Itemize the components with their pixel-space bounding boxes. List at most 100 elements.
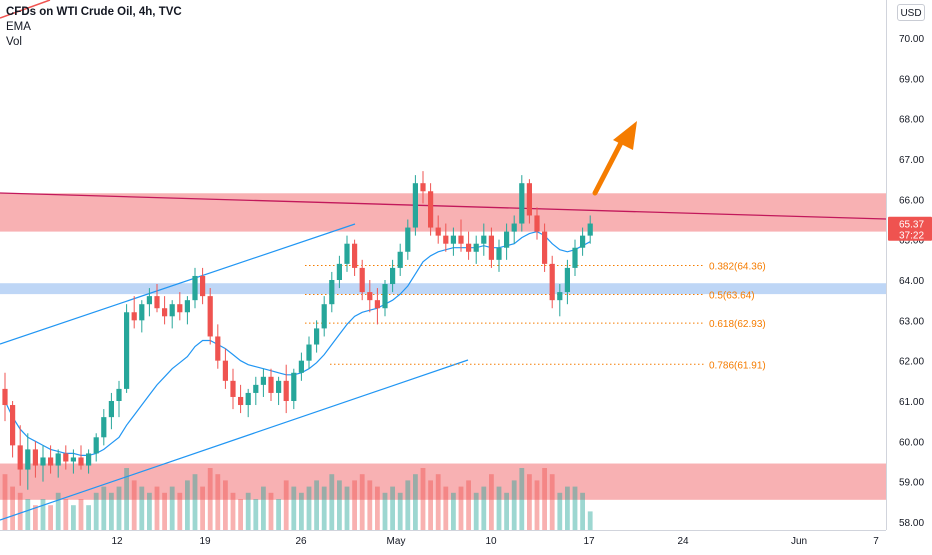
y-tick-label: 69.00 — [899, 74, 924, 85]
candle-body — [192, 275, 198, 301]
fib-layer: 0.382(64.36) 0.5(63.64) 0.618(62.93) 0.786(… — [305, 261, 766, 371]
candle — [139, 300, 145, 333]
zone-resistance[interactable] — [0, 193, 886, 232]
candle-body — [557, 292, 563, 301]
candle — [390, 259, 396, 293]
candle-body — [504, 231, 510, 248]
volume-bar — [565, 486, 570, 530]
volume-bar — [71, 505, 76, 530]
volume-bar — [230, 492, 236, 530]
volume-bar — [162, 492, 167, 530]
volume-bar — [329, 474, 335, 530]
candle — [321, 296, 327, 337]
volume-bar — [451, 492, 456, 530]
candle-body — [374, 300, 380, 309]
candle — [336, 255, 342, 289]
volume-bar — [55, 492, 61, 530]
volume-layer — [2, 468, 593, 530]
volume-bar — [314, 480, 319, 530]
volume-bar — [549, 474, 555, 530]
candle — [32, 441, 38, 478]
volume-bar — [466, 480, 471, 530]
volume-bar — [40, 499, 46, 530]
symbol-title[interactable]: CFDs on WTI Crude Oil, 4h, TVC — [6, 6, 182, 18]
volume-bar — [169, 486, 175, 530]
candle-body — [238, 396, 244, 406]
candle — [154, 284, 160, 313]
zone-support[interactable] — [0, 283, 886, 295]
volume-bar — [139, 486, 145, 530]
volume-bar — [177, 492, 183, 530]
candle — [557, 284, 563, 317]
y-tick-label: 63.00 — [899, 316, 924, 327]
indicator-ema-label[interactable]: EMA — [6, 21, 31, 33]
candle-body — [215, 336, 221, 361]
candle-body — [344, 243, 350, 264]
candle-body — [116, 388, 122, 401]
target-arrow-head[interactable] — [613, 121, 637, 150]
candle-body — [336, 263, 342, 280]
candle — [17, 425, 23, 486]
volume-bar — [299, 492, 304, 530]
x-tick-label: Jun — [791, 536, 807, 547]
candle — [504, 223, 510, 260]
fib-level-label: 0.382(64.36) — [709, 261, 766, 272]
candle — [428, 183, 434, 236]
volume-bar — [131, 480, 137, 530]
volume-bar — [192, 474, 198, 530]
candle-body — [580, 235, 586, 248]
y-tick-label: 67.00 — [899, 155, 924, 166]
candle — [93, 433, 99, 462]
candle — [146, 288, 152, 317]
y-tick-label: 59.00 — [899, 478, 924, 489]
candle-body — [549, 263, 555, 301]
candle-body — [2, 388, 8, 406]
bar-countdown: 37:22 — [899, 231, 924, 242]
candle-body — [177, 304, 183, 313]
drawings-layer — [0, 0, 887, 521]
candle-body — [139, 304, 145, 321]
volume-bar — [534, 480, 540, 530]
candle-body — [169, 304, 175, 317]
last-price-badge[interactable] — [888, 216, 932, 241]
candle — [443, 223, 449, 252]
candle-body — [572, 247, 578, 268]
candle — [70, 449, 76, 474]
candle — [108, 392, 114, 430]
resistance-trendline[interactable] — [0, 192, 887, 220]
indicator-vol-label[interactable]: Vol — [6, 36, 22, 48]
x-tick-label: 19 — [199, 536, 211, 547]
volume-bar — [344, 486, 350, 530]
candle-body — [443, 235, 449, 244]
volume-bar — [283, 480, 289, 530]
currency-button[interactable]: USD — [897, 4, 925, 21]
volume-bar — [352, 480, 357, 530]
candle-body — [314, 328, 320, 345]
channel-upper-line[interactable] — [0, 223, 356, 345]
candle — [48, 445, 54, 474]
y-tick-label: 64.00 — [899, 276, 924, 287]
volume-bar — [223, 480, 228, 530]
candle — [40, 445, 46, 482]
volume-bar — [253, 499, 259, 530]
candle — [63, 445, 69, 470]
candle-body — [93, 437, 99, 454]
candle-body — [405, 227, 411, 252]
candle — [192, 267, 198, 309]
volume-bar — [337, 480, 342, 530]
candle-body — [397, 251, 403, 268]
channel-lower-line[interactable] — [0, 359, 469, 521]
volume-bar — [367, 480, 373, 530]
offscreen-trendline[interactable] — [0, 0, 51, 19]
volume-bar — [25, 499, 31, 530]
target-arrow-shaft[interactable] — [592, 134, 627, 196]
candle — [496, 239, 502, 272]
volume-bar — [185, 480, 190, 530]
volume-bar — [504, 492, 509, 530]
candle — [101, 409, 107, 446]
candle — [2, 372, 8, 422]
volume-bar — [481, 486, 487, 530]
candle — [306, 336, 312, 369]
